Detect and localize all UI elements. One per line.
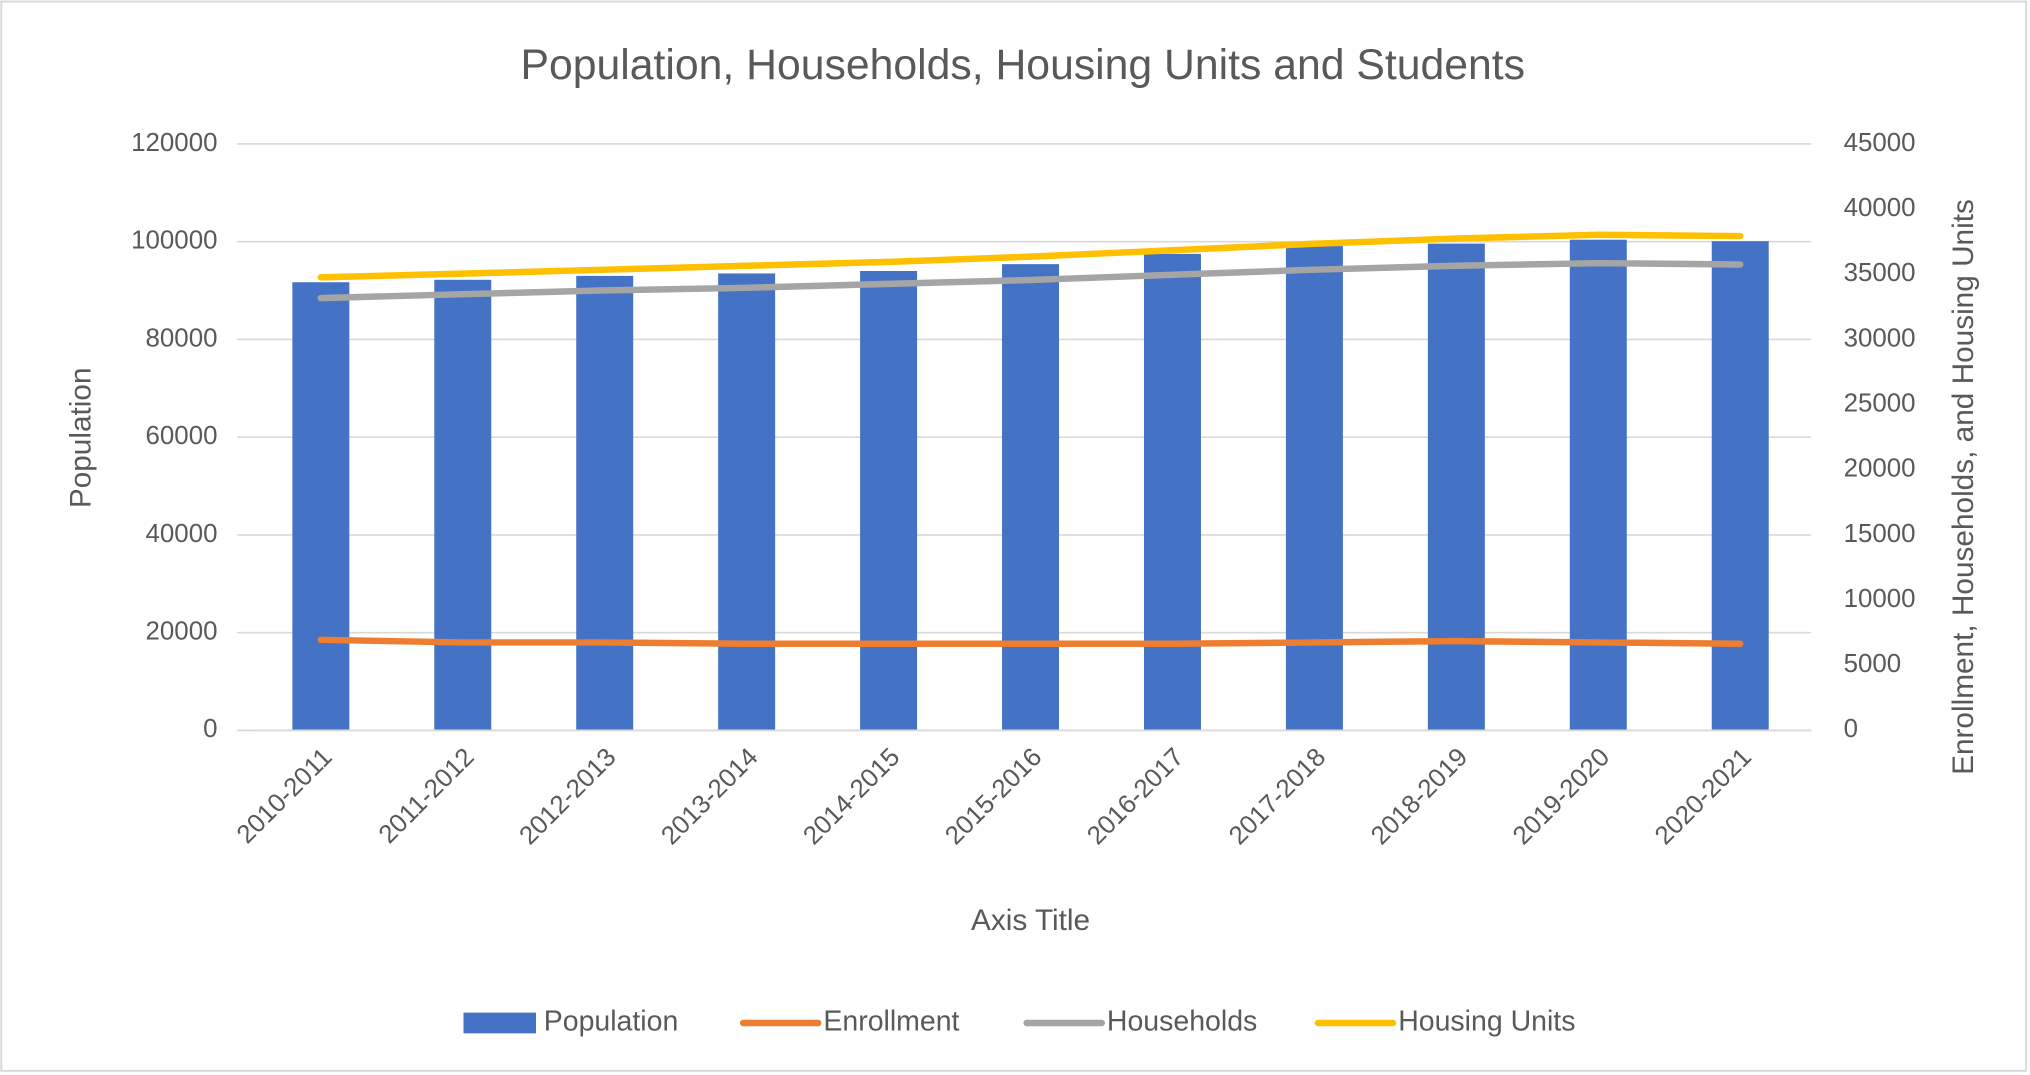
bar xyxy=(292,282,350,731)
legend-label: Housing Units xyxy=(1398,1006,1575,1038)
y2-axis-title: Enrollment, Households, and Housing Unit… xyxy=(1947,199,1980,775)
bar xyxy=(1143,253,1201,731)
x-axis-title: Axis Title xyxy=(971,904,1090,937)
y2-tick-label: 45000 xyxy=(1844,129,1916,157)
y2-tick-label: 10000 xyxy=(1844,585,1916,613)
line xyxy=(317,231,1744,281)
bar xyxy=(1569,239,1627,731)
y2-tick-label: 15000 xyxy=(1844,520,1916,548)
bar xyxy=(576,275,634,731)
y-tick-label: 60000 xyxy=(146,422,218,450)
y-axis-title: Population xyxy=(65,367,98,508)
y2-tick-label: 40000 xyxy=(1844,194,1916,222)
y-tick-label: 80000 xyxy=(146,324,218,352)
y2-tick-label: 30000 xyxy=(1844,324,1916,352)
bar xyxy=(1711,241,1769,731)
bar xyxy=(434,279,492,731)
chart-title: Population, Households, Housing Units an… xyxy=(520,41,1525,89)
bar xyxy=(1002,264,1060,731)
y2-tick-label: 25000 xyxy=(1844,389,1916,417)
grid: 0 20000 40000 60000 80000 100000 120000 0 5000 10… xyxy=(131,129,1915,743)
legend: Population Enrollment Households Housing Un… xyxy=(463,1006,1575,1038)
y-tick-label: 20000 xyxy=(146,618,218,646)
legend-label: Enrollment xyxy=(823,1006,959,1038)
y-tick-label: 0 xyxy=(203,715,217,743)
y-tick-label: 40000 xyxy=(146,520,218,548)
bar xyxy=(1285,246,1343,731)
bar xyxy=(718,273,776,731)
bar xyxy=(860,270,918,731)
y2-tick-label: 20000 xyxy=(1844,455,1916,483)
y2-tick-label: 35000 xyxy=(1844,259,1916,287)
legend-label: Population xyxy=(544,1006,679,1038)
y-tick-label: 120000 xyxy=(131,129,217,157)
bar xyxy=(1427,243,1485,731)
legend-swatch xyxy=(463,1012,536,1034)
line xyxy=(317,636,1744,647)
y2-tick-label: 5000 xyxy=(1844,650,1902,678)
line xyxy=(317,259,1744,302)
legend-label: Households xyxy=(1107,1006,1257,1038)
y-tick-label: 100000 xyxy=(131,227,217,255)
y2-tick-label: 0 xyxy=(1844,715,1858,743)
